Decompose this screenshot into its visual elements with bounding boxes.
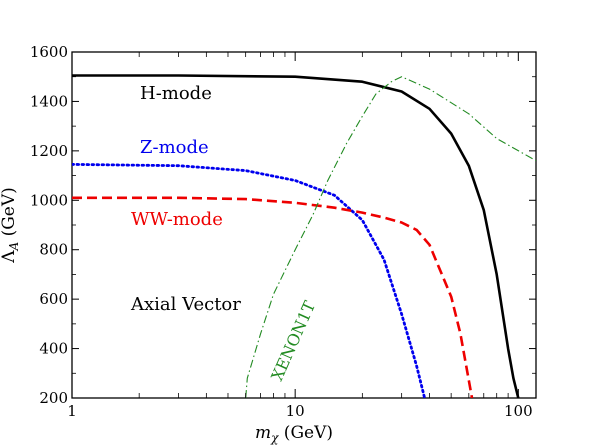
series-line-ww-mode [72, 196, 474, 398]
y-tick-label: 200 [39, 389, 68, 407]
annotation-h-mode: H-mode [140, 83, 212, 104]
x-tick-label: 100 [504, 402, 533, 420]
y-tick-label: 1000 [30, 191, 68, 209]
panel-label: Axial Vector [130, 294, 241, 315]
y-tick-label: 1600 [30, 43, 68, 61]
series-line-z-mode [72, 163, 426, 398]
x-tick-label: 10 [286, 402, 305, 420]
annotation-ww-mode: WW-mode [131, 209, 223, 230]
ticks-layer [71, 51, 536, 399]
x-tick-label: 1 [67, 402, 77, 420]
series-line-h-mode [72, 74, 520, 398]
y-tick-label: 600 [39, 290, 68, 308]
series-line-xenon1t [245, 76, 536, 398]
x-axis-label: mχ (GeV) [255, 423, 333, 445]
y-tick-label: 1200 [30, 142, 68, 160]
y-tick-label: 800 [39, 241, 68, 259]
y-tick-label: 400 [39, 340, 68, 358]
series-layer [72, 74, 536, 398]
y-tick-label: 1400 [30, 92, 68, 110]
y-axis-label: ΛA (GeV) [0, 187, 21, 264]
annotation-z-mode: Z-mode [140, 137, 209, 158]
annotation-xenon1t: XENON1T [267, 298, 319, 384]
